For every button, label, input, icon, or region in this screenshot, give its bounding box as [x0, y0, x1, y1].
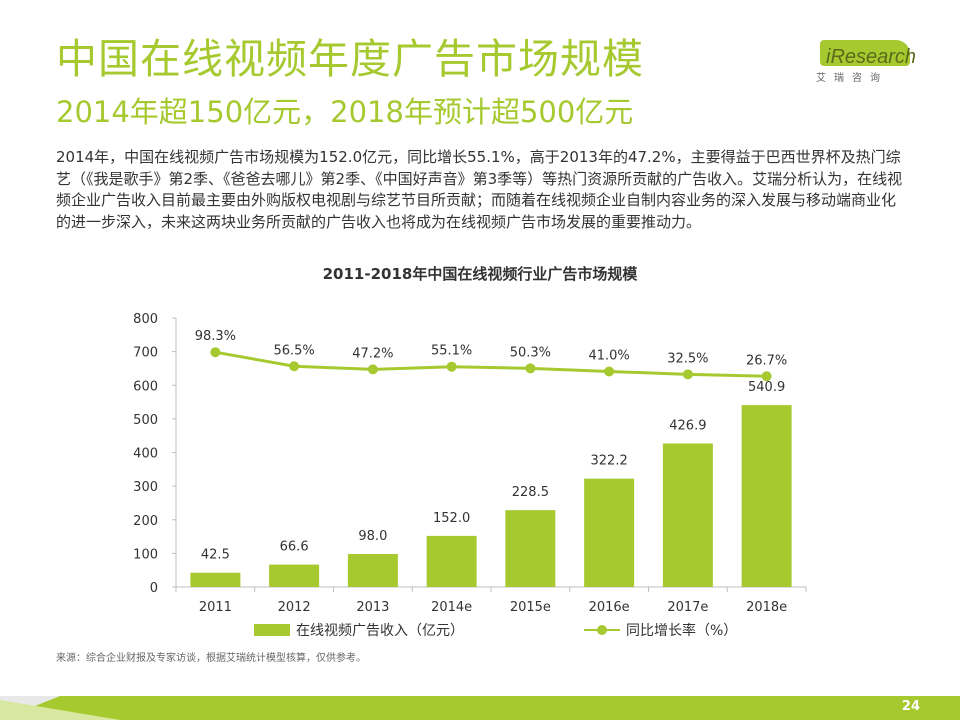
legend-line-label: 同比增长率（%）: [626, 623, 738, 639]
bar-value-label: 66.6: [280, 540, 309, 555]
growth-rate-point: [367, 364, 378, 375]
description-paragraph: 2014年，中国在线视频广告市场规模为152.0亿元，同比增长55.1%，高于2…: [56, 148, 903, 231]
legend-bar-swatch: [254, 624, 290, 636]
growth-rate-point: [289, 361, 300, 372]
growth-rate-point: [446, 361, 457, 372]
growth-rate-label: 55.1%: [431, 344, 472, 359]
page-number: 24: [901, 699, 920, 714]
growth-rate-line: [215, 350, 767, 378]
growth-rate-point: [761, 371, 772, 382]
legend-line: 同比增长率（%）: [584, 620, 737, 640]
growth-rate-label: 26.7%: [746, 353, 787, 368]
bar: [269, 564, 320, 587]
source-note: 来源：综合企业财报及专家访谈，根据艾瑞统计模型核算，仅供参考。: [56, 653, 366, 664]
logo-text: iResearch: [826, 46, 917, 68]
bar-value-label: 98.0: [358, 529, 387, 544]
legend-line-swatch: [584, 624, 620, 636]
y-tick-label: 700: [133, 346, 158, 361]
y-tick-label: 300: [133, 480, 158, 495]
bar-value-label: 42.5: [201, 548, 230, 563]
growth-rate-label: 98.3%: [195, 329, 236, 344]
footer-decoration-2: [0, 700, 120, 720]
x-tick-label: 2013: [356, 600, 389, 615]
growth-rate-point: [682, 369, 693, 380]
y-tick-label: 400: [133, 447, 158, 462]
growth-rate-label: 47.2%: [352, 346, 393, 361]
chart-title: 2011-2018年中国在线视频行业广告市场规模: [322, 265, 638, 283]
legend-bar: 在线视频广告收入（亿元）: [254, 620, 464, 640]
bar: [190, 572, 241, 587]
x-tick-label: 2016e: [589, 600, 630, 615]
y-tick-label: 100: [133, 547, 158, 562]
y-tick-label: 600: [133, 379, 158, 394]
x-tick-label: 2011: [199, 600, 232, 615]
bar-line-chart: 0 100 200 300 400 500 600 700 800 42.5 2011 66.6 201…: [133, 312, 807, 615]
footer-bar: [0, 696, 960, 720]
x-tick-label: 2015e: [510, 600, 551, 615]
bar: [505, 510, 556, 587]
bar: [347, 554, 398, 587]
x-tick-label: 2012: [278, 600, 311, 615]
bar-value-label: 426.9: [669, 418, 706, 433]
y-tick-label: 0: [150, 581, 158, 596]
iresearch-logo: iResearch 艾瑞咨询: [808, 36, 918, 88]
legend-bar-label: 在线视频广告收入（亿元）: [296, 623, 464, 639]
growth-rate-point: [210, 347, 221, 358]
growth-rate-label: 41.0%: [588, 348, 629, 363]
bar-value-label: 228.5: [512, 485, 549, 500]
x-tick-label: 2018e: [746, 600, 787, 615]
growth-rate-label: 50.3%: [510, 345, 551, 360]
bar-value-label: 540.9: [748, 380, 785, 395]
growth-rate-point: [604, 366, 615, 377]
page-subtitle: 2014年超150亿元，2018年预计超500亿元: [56, 95, 634, 129]
y-tick-label: 500: [133, 413, 158, 428]
page-title: 中国在线视频年度广告市场规模: [56, 35, 644, 83]
logo-subtext: 艾瑞咨询: [816, 73, 888, 84]
bar: [662, 443, 713, 587]
bar: [584, 478, 635, 587]
bar: [741, 405, 792, 587]
y-tick-label: 200: [133, 514, 158, 529]
growth-rate-point: [525, 363, 536, 374]
x-tick-label: 2017e: [667, 600, 708, 615]
x-tick-label: 2014e: [431, 600, 472, 615]
bar-value-label: 152.0: [433, 511, 470, 526]
bar: [426, 535, 477, 587]
logo-badge: iResearch: [820, 40, 916, 68]
y-tick-label: 800: [133, 312, 158, 327]
growth-rate-label: 56.5%: [273, 343, 314, 358]
bar-value-label: 322.2: [591, 454, 628, 469]
growth-rate-label: 32.5%: [667, 351, 708, 366]
